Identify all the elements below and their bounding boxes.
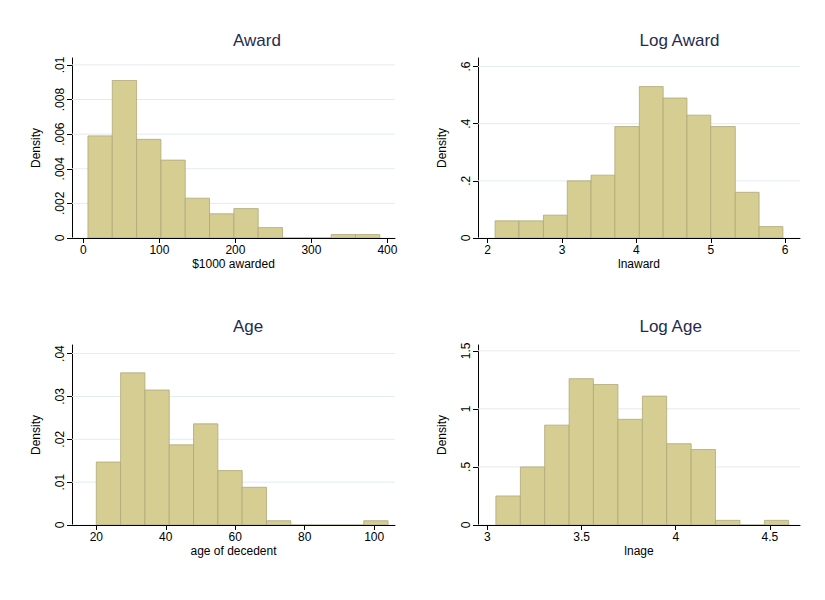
svg-text:100: 100 [149,243,169,257]
svg-text:0: 0 [80,243,87,257]
svg-text:3: 3 [484,530,491,544]
svg-text:0: 0 [53,234,67,241]
svg-text:.006: .006 [53,122,67,146]
svg-text:.01: .01 [53,56,67,73]
svg-text:200: 200 [225,243,245,257]
svg-text:$1000 awarded: $1000 awarded [192,257,275,271]
svg-text:Award: Award [233,31,281,50]
svg-text:lnage: lnage [624,544,654,558]
svg-text:0: 0 [459,234,473,241]
svg-text:4.5: 4.5 [762,530,779,544]
svg-text:3: 3 [559,243,566,257]
svg-text:100: 100 [364,530,384,544]
svg-text:Density: Density [29,128,43,168]
svg-text:4: 4 [672,530,679,544]
svg-text:Log Age: Log Age [639,317,701,336]
svg-text:lnaward: lnaward [618,257,660,271]
svg-text:3.5: 3.5 [573,530,590,544]
svg-text:.6: .6 [459,61,473,71]
svg-text:.008: .008 [53,88,67,112]
svg-text:.002: .002 [53,191,67,215]
svg-text:1.5: 1.5 [459,342,473,359]
svg-text:.2: .2 [459,176,473,186]
svg-text:80: 80 [298,530,312,544]
svg-text:Density: Density [435,415,449,455]
svg-text:Age: Age [233,317,263,336]
svg-text:300: 300 [301,243,321,257]
svg-text:.02: .02 [53,431,67,448]
svg-text:400: 400 [377,243,397,257]
svg-text:0: 0 [459,521,473,528]
svg-text:60: 60 [229,530,243,544]
svg-text:.03: .03 [53,388,67,405]
svg-text:5: 5 [707,243,714,257]
svg-text:40: 40 [159,530,173,544]
svg-text:Log Award: Log Award [639,31,719,50]
svg-text:.4: .4 [459,118,473,128]
svg-text:2: 2 [484,243,491,257]
svg-text:1: 1 [459,405,473,412]
svg-text:6: 6 [782,243,789,257]
svg-text:0: 0 [53,521,67,528]
svg-text:.01: .01 [53,473,67,490]
svg-text:age of decedent: age of decedent [190,544,277,558]
svg-text:Density: Density [435,128,449,168]
svg-text:.04: .04 [53,345,67,362]
svg-text:20: 20 [90,530,104,544]
svg-text:Density: Density [29,415,43,455]
svg-text:.5: .5 [459,462,473,472]
svg-text:.004: .004 [53,157,67,181]
svg-text:4: 4 [633,243,640,257]
